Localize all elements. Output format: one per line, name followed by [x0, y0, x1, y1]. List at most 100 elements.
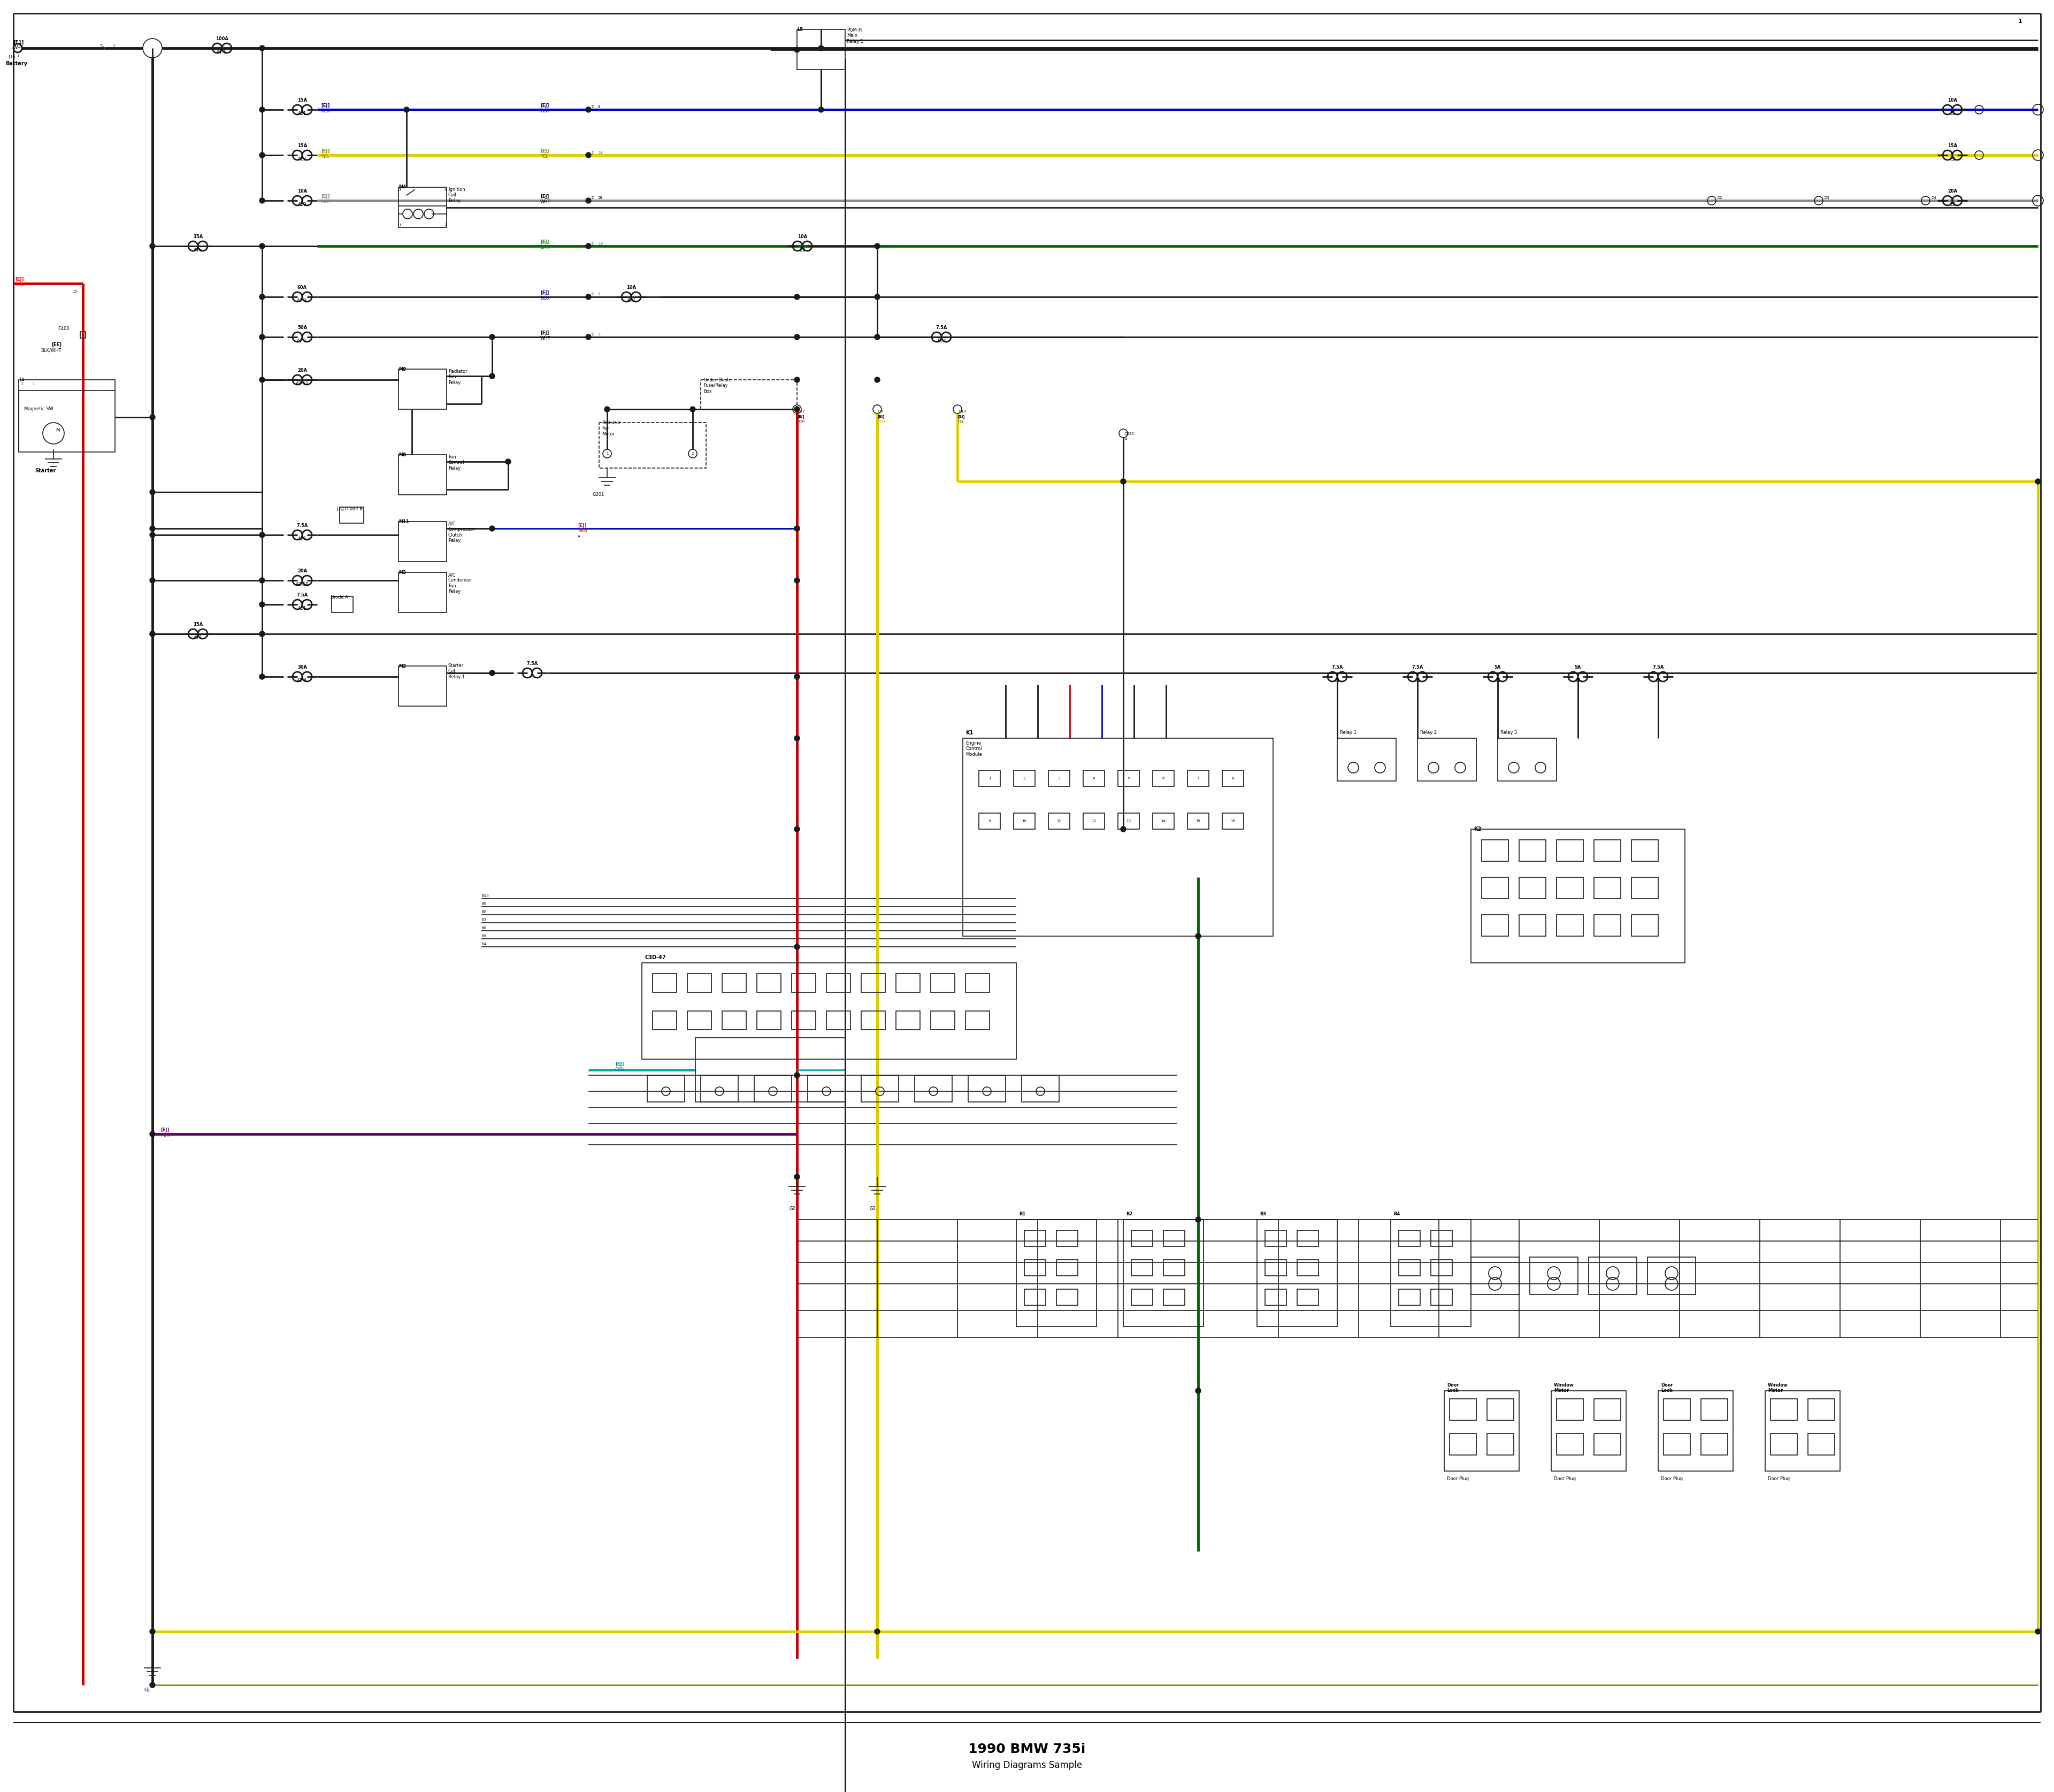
Text: [EJ]: [EJ] — [320, 194, 331, 199]
Bar — [1117, 771, 1140, 787]
Text: 1: 1 — [21, 382, 23, 385]
Text: 8: 8 — [598, 106, 600, 109]
Circle shape — [817, 108, 824, 113]
Text: 10: 10 — [1023, 819, 1027, 823]
Circle shape — [150, 489, 156, 495]
Bar — [1222, 771, 1243, 787]
Text: B4: B4 — [481, 943, 487, 946]
Circle shape — [505, 459, 511, 464]
Circle shape — [795, 335, 799, 340]
Text: T4: T4 — [18, 378, 25, 382]
Circle shape — [1195, 1217, 1202, 1222]
Text: [EJ]: [EJ] — [577, 523, 587, 529]
Bar — [398, 572, 446, 613]
Bar — [1701, 1434, 1727, 1455]
Text: A/C
Condenser
Fan
Relay: A/C Condenser Fan Relay — [448, 572, 472, 593]
Text: 2: 2 — [1023, 776, 1025, 780]
Text: B7: B7 — [481, 919, 487, 921]
Text: 50A: 50A — [298, 324, 306, 330]
Circle shape — [150, 532, 156, 538]
Bar — [1631, 840, 1658, 862]
Circle shape — [875, 335, 879, 340]
Text: [EJ]: [EJ] — [540, 104, 548, 108]
Text: 5: 5 — [1128, 776, 1130, 780]
Text: D2: D2 — [1717, 197, 1721, 199]
Text: 10A: 10A — [1947, 99, 1957, 102]
Bar — [1017, 1220, 1097, 1326]
Text: M8: M8 — [398, 453, 407, 457]
Bar — [1808, 1434, 1834, 1455]
Text: 10A: 10A — [626, 285, 637, 290]
Text: T1: T1 — [101, 43, 105, 47]
Text: [EJ]: [EJ] — [614, 1063, 624, 1066]
Circle shape — [150, 631, 156, 636]
Text: 20A: 20A — [298, 367, 306, 373]
Bar — [861, 1075, 900, 1102]
Bar — [1124, 1220, 1204, 1326]
Text: A/C
Compressor
Clutch
Relay: A/C Compressor Clutch Relay — [448, 521, 474, 543]
Text: M3: M3 — [398, 570, 407, 575]
Bar — [1701, 1400, 1727, 1421]
Circle shape — [150, 631, 156, 636]
Text: C17: C17 — [799, 410, 805, 412]
Bar — [1557, 1434, 1584, 1455]
Text: [EE]: [EE] — [51, 342, 62, 348]
Bar — [1481, 840, 1508, 862]
Bar — [1163, 1260, 1185, 1276]
Text: D: D — [592, 333, 594, 335]
Bar — [1265, 1288, 1286, 1305]
Bar — [1520, 840, 1547, 862]
Bar — [930, 1011, 955, 1030]
Bar — [1025, 1260, 1045, 1276]
Bar — [1222, 814, 1243, 830]
Bar — [791, 1011, 815, 1030]
Text: B2: B2 — [1126, 1211, 1132, 1222]
Text: C3D-47: C3D-47 — [645, 955, 665, 961]
Text: 1: 1 — [2017, 18, 2021, 23]
Circle shape — [150, 1629, 156, 1634]
Text: 7.5A: 7.5A — [1411, 665, 1423, 670]
Circle shape — [875, 244, 879, 249]
Bar — [398, 521, 446, 561]
Circle shape — [585, 197, 592, 202]
Text: BLU: BLU — [540, 296, 548, 301]
Bar — [1152, 814, 1175, 830]
Bar — [1048, 814, 1070, 830]
Bar — [398, 186, 446, 228]
Circle shape — [795, 294, 799, 299]
Bar — [1132, 1260, 1152, 1276]
Text: 1: 1 — [988, 776, 990, 780]
Text: 100A: 100A — [216, 36, 228, 41]
Text: 16: 16 — [1230, 819, 1234, 823]
Text: A2-6: A2-6 — [298, 679, 308, 683]
Text: BLU: BLU — [320, 109, 329, 113]
Text: A17: A17 — [193, 636, 201, 640]
Bar — [1132, 1288, 1152, 1305]
Circle shape — [795, 407, 799, 412]
Circle shape — [795, 47, 799, 52]
Circle shape — [150, 244, 156, 249]
Bar — [641, 962, 1017, 1059]
Circle shape — [259, 674, 265, 679]
Bar — [1471, 1256, 1520, 1294]
Text: Diode A: Diode A — [331, 595, 349, 600]
Text: 7: 7 — [1197, 776, 1200, 780]
Bar — [1450, 1434, 1477, 1455]
Text: G301: G301 — [594, 493, 604, 496]
Circle shape — [795, 826, 799, 831]
Text: [EJ]: [EJ] — [957, 414, 965, 418]
Text: GRN: GRN — [540, 246, 550, 249]
Bar — [1808, 1400, 1834, 1421]
Bar — [1594, 914, 1621, 935]
Bar — [1631, 878, 1658, 898]
Bar — [807, 1075, 844, 1102]
Bar — [1664, 1434, 1690, 1455]
Text: 12: 12 — [1091, 819, 1097, 823]
Text: 1: 1 — [398, 224, 401, 228]
Circle shape — [875, 376, 879, 382]
Circle shape — [259, 45, 265, 50]
Text: 2: 2 — [444, 224, 448, 228]
Text: 4: 4 — [1093, 776, 1095, 780]
Text: A29: A29 — [298, 202, 306, 208]
Text: 15: 15 — [1195, 819, 1200, 823]
